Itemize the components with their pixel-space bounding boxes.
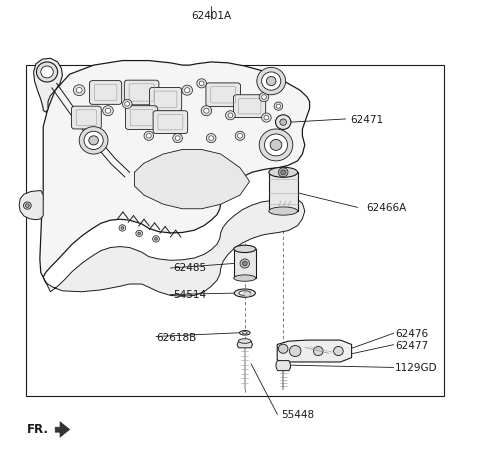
- Circle shape: [175, 136, 180, 141]
- Ellipse shape: [234, 289, 255, 298]
- Text: 55448: 55448: [281, 410, 314, 420]
- Text: 62466A: 62466A: [366, 203, 406, 213]
- Circle shape: [76, 88, 82, 94]
- Circle shape: [122, 100, 132, 109]
- Ellipse shape: [234, 275, 256, 282]
- Circle shape: [264, 135, 288, 157]
- Polygon shape: [276, 361, 290, 371]
- Text: 62477: 62477: [395, 340, 428, 350]
- Polygon shape: [34, 59, 62, 113]
- Circle shape: [144, 132, 154, 141]
- Circle shape: [278, 168, 288, 177]
- Polygon shape: [19, 191, 43, 220]
- Polygon shape: [55, 422, 70, 437]
- Circle shape: [138, 233, 141, 235]
- Text: 62618B: 62618B: [156, 333, 196, 343]
- Text: 62401A: 62401A: [191, 11, 231, 21]
- FancyBboxPatch shape: [89, 81, 122, 105]
- Circle shape: [204, 109, 209, 114]
- Circle shape: [280, 120, 287, 126]
- Circle shape: [73, 86, 85, 96]
- Text: FR.: FR.: [26, 422, 48, 435]
- Circle shape: [334, 347, 343, 356]
- Circle shape: [264, 116, 269, 121]
- Circle shape: [125, 102, 130, 107]
- Circle shape: [240, 259, 250, 268]
- Circle shape: [84, 132, 103, 150]
- Circle shape: [79, 127, 108, 155]
- Circle shape: [274, 103, 283, 111]
- Circle shape: [185, 88, 190, 94]
- Ellipse shape: [244, 292, 251, 297]
- FancyBboxPatch shape: [233, 96, 266, 118]
- Circle shape: [25, 204, 29, 208]
- Circle shape: [226, 111, 235, 121]
- Circle shape: [278, 344, 288, 354]
- Circle shape: [173, 134, 182, 143]
- Circle shape: [257, 68, 286, 96]
- FancyBboxPatch shape: [153, 111, 188, 134]
- Circle shape: [262, 114, 271, 123]
- Circle shape: [119, 225, 126, 232]
- Circle shape: [41, 67, 53, 79]
- Polygon shape: [234, 249, 256, 278]
- Circle shape: [259, 130, 293, 162]
- Circle shape: [24, 202, 31, 210]
- Polygon shape: [277, 340, 351, 362]
- Circle shape: [228, 114, 233, 118]
- Polygon shape: [40, 61, 310, 278]
- Circle shape: [262, 73, 281, 91]
- Text: 54514: 54514: [173, 289, 206, 299]
- Text: 62476: 62476: [395, 329, 428, 339]
- Circle shape: [36, 63, 58, 83]
- Circle shape: [238, 134, 242, 139]
- Ellipse shape: [269, 168, 298, 178]
- Circle shape: [206, 134, 216, 143]
- Ellipse shape: [240, 331, 250, 335]
- Circle shape: [201, 106, 212, 116]
- Circle shape: [103, 106, 113, 116]
- FancyBboxPatch shape: [125, 106, 157, 130]
- Circle shape: [276, 116, 291, 130]
- Ellipse shape: [234, 246, 256, 253]
- Ellipse shape: [239, 339, 251, 344]
- Circle shape: [242, 262, 247, 266]
- Ellipse shape: [269, 207, 298, 216]
- Circle shape: [89, 136, 98, 146]
- Circle shape: [259, 93, 269, 102]
- Circle shape: [289, 346, 301, 357]
- Circle shape: [106, 109, 110, 114]
- FancyBboxPatch shape: [72, 107, 101, 130]
- Circle shape: [270, 140, 282, 151]
- Circle shape: [199, 82, 204, 86]
- FancyBboxPatch shape: [149, 88, 181, 112]
- FancyBboxPatch shape: [206, 84, 240, 107]
- Circle shape: [209, 136, 214, 141]
- Circle shape: [197, 80, 206, 89]
- Circle shape: [121, 227, 124, 230]
- Text: 1129GD: 1129GD: [395, 363, 438, 373]
- Circle shape: [276, 105, 280, 109]
- Circle shape: [182, 86, 192, 96]
- Polygon shape: [134, 150, 250, 209]
- Circle shape: [146, 134, 151, 139]
- Ellipse shape: [239, 291, 251, 296]
- Circle shape: [155, 238, 157, 241]
- Polygon shape: [237, 341, 252, 348]
- FancyBboxPatch shape: [124, 81, 159, 106]
- Circle shape: [262, 96, 266, 100]
- Text: 62471: 62471: [350, 115, 384, 125]
- Text: 62485: 62485: [173, 263, 206, 273]
- Bar: [26, 66, 444, 396]
- Circle shape: [153, 236, 159, 243]
- Circle shape: [281, 171, 286, 175]
- Circle shape: [136, 231, 143, 237]
- Polygon shape: [269, 173, 298, 212]
- Ellipse shape: [242, 332, 247, 334]
- Polygon shape: [43, 199, 305, 297]
- Circle shape: [235, 132, 245, 141]
- Circle shape: [266, 77, 276, 86]
- Circle shape: [313, 347, 323, 356]
